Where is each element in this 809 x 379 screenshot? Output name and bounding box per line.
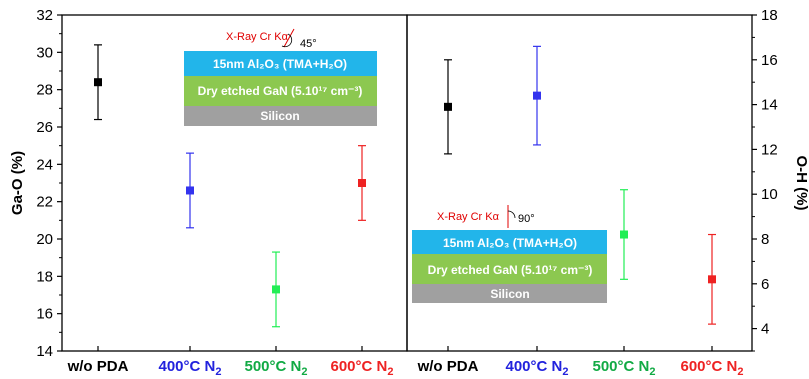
left-layer-al2o3 <box>184 51 377 76</box>
left-data-point <box>358 179 366 187</box>
left-layer-silicon-label: Silicon <box>260 109 299 123</box>
left-layer-gan <box>184 76 377 106</box>
x-category-label: 400°C N2 <box>159 358 222 378</box>
left-y-tick-label: 18 <box>36 268 53 285</box>
left-y-tick-label: 22 <box>36 194 53 211</box>
right-y-tick-label: 18 <box>761 7 778 24</box>
right-y-tick-label: 10 <box>761 186 778 203</box>
left-layer-gan-label: Dry etched GaN (5.10¹⁷ cm⁻³) <box>198 84 363 98</box>
left-layer-al2o3-label: 15nm Al₂O₃ (TMA+H₂O) <box>213 57 347 71</box>
x-category-label: w/o PDA <box>417 358 479 375</box>
left-y-tick-label: 32 <box>36 7 53 24</box>
left-data-point <box>272 285 280 294</box>
right-angle-label: 90° <box>518 213 535 225</box>
right-y-tick-label: 6 <box>761 276 769 293</box>
right-y-axis: 4 6 8 10 12 14 16 18 <box>447 7 778 352</box>
right-y-tick-label: 14 <box>761 97 778 114</box>
left-xray-arrow <box>283 28 295 48</box>
right-y-tick-label: 12 <box>761 141 778 158</box>
left-y-tick-label: 26 <box>36 119 53 136</box>
right-layer-silicon <box>412 284 607 303</box>
right-data-points <box>444 45 716 325</box>
x-category-label-subscript: 2 <box>301 366 307 378</box>
right-plot-frame <box>406 14 753 352</box>
right-xray-label: X-Ray Cr Kα <box>437 211 500 223</box>
right-layer-al2o3 <box>412 230 607 254</box>
left-inset-stack: X-Ray Cr Kα 45° 15nm Al₂O₃ (TMA+H₂O) Dry… <box>184 28 377 126</box>
left-y-tick-label: 30 <box>36 44 53 61</box>
left-y-tick-label: 14 <box>36 343 53 360</box>
x-category-label-text: 500°C N <box>245 358 302 375</box>
x-category-label-subscript: 2 <box>562 366 568 378</box>
x-category-label-text: 400°C N <box>506 358 563 375</box>
x-category-label: 400°C N2 <box>506 358 569 378</box>
x-category-label-subscript: 2 <box>649 366 655 378</box>
right-y-tick-label: 4 <box>761 321 769 338</box>
left-y-axis: 14 16 18 20 22 24 26 28 30 32 <box>36 7 363 360</box>
x-category-label-subscript: 2 <box>737 366 743 378</box>
left-angle-arc <box>281 33 293 48</box>
left-data-point <box>94 78 102 87</box>
right-data-point <box>708 275 716 284</box>
x-category-label-text: 600°C N <box>331 358 388 375</box>
right-data-point <box>620 230 628 239</box>
right-layer-silicon-label: Silicon <box>490 287 529 301</box>
left-y-tick-label: 16 <box>36 306 53 323</box>
left-data-point <box>186 186 194 195</box>
x-category-labels: w/o PDA 400°C N2 500°C N2 600°C N2 w/o PDA 40… <box>67 358 744 378</box>
x-category-label-text: 500°C N <box>593 358 650 375</box>
x-category-label: 500°C N2 <box>245 358 308 378</box>
right-y-tick-label: 16 <box>761 52 778 69</box>
left-y-tick-label: 20 <box>36 231 53 248</box>
x-category-label: 600°C N2 <box>681 358 744 378</box>
x-category-label-subscript: 2 <box>215 366 221 378</box>
right-angle-arc <box>507 210 516 219</box>
right-y-tick-label: 8 <box>761 231 769 248</box>
left-layer-silicon <box>184 106 377 126</box>
right-data-point <box>444 102 452 111</box>
right-data-point <box>533 91 541 100</box>
x-category-label-text: w/o PDA <box>417 358 479 375</box>
x-category-label: w/o PDA <box>67 358 129 375</box>
x-category-label: 500°C N2 <box>593 358 656 378</box>
left-y-tick-label: 24 <box>36 156 53 173</box>
left-data-points <box>94 44 366 328</box>
left-y-tick-label: 28 <box>36 82 53 99</box>
left-y-axis-title: Ga-O (%) <box>9 151 26 215</box>
right-layer-al2o3-label: 15nm Al₂O₃ (TMA+H₂O) <box>443 236 577 250</box>
x-category-label-text: w/o PDA <box>67 358 129 375</box>
x-category-label-text: 600°C N <box>681 358 738 375</box>
x-category-label: 600°C N2 <box>331 358 394 378</box>
right-y-axis-title: O-H (%) <box>793 156 809 211</box>
right-inset-stack: X-Ray Cr Kα 90° 15nm Al₂O₃ (TMA+H₂O) Dry… <box>412 205 607 303</box>
left-angle-label: 45° <box>300 38 317 50</box>
x-category-label-text: 400°C N <box>159 358 216 375</box>
x-category-label-subscript: 2 <box>387 366 393 378</box>
left-xray-label: X-Ray Cr Kα <box>226 31 289 43</box>
right-layer-gan-label: Dry etched GaN (5.10¹⁷ cm⁻³) <box>428 263 593 277</box>
right-layer-gan <box>412 254 607 284</box>
